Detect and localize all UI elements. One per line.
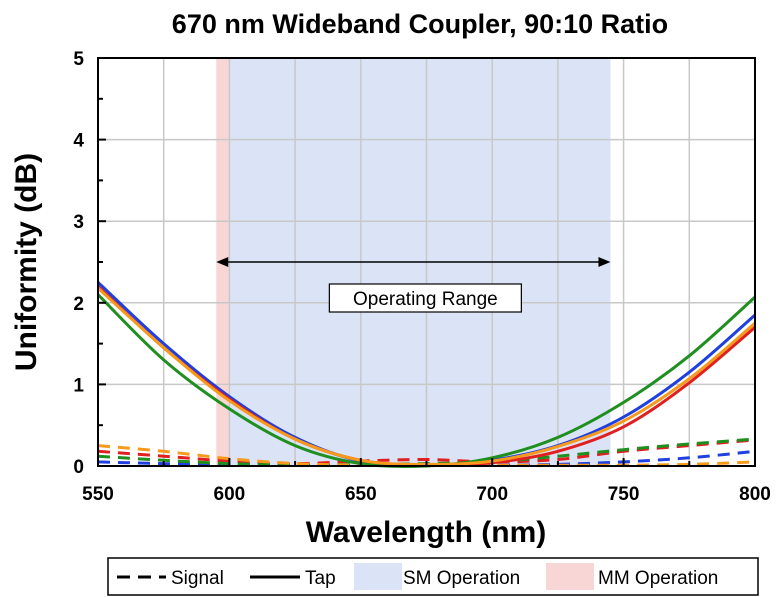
x-tick-label: 650 (345, 484, 377, 505)
operating-range-box (328, 283, 522, 313)
legend-mm-swatch (546, 563, 594, 590)
chart-title: 670 nm Wideband Coupler, 90:10 Ratio (172, 9, 668, 39)
legend-sm-label: SM Operation (403, 568, 520, 589)
arrowhead-right (598, 257, 611, 267)
legend-tap-label: Tap (305, 568, 336, 589)
y-tick-label: 2 (73, 294, 84, 315)
legend-signal-label: Signal (171, 568, 224, 589)
y-tick-label: 4 (73, 131, 84, 152)
x-axis-ticks: 550 600 650 700 750 800 (82, 458, 771, 505)
x-axis-title: Wavelength (nm) (306, 516, 547, 549)
x-tick-label: 600 (214, 484, 246, 505)
y-tick-label: 3 (73, 212, 84, 233)
legend-mm-label: MM Operation (598, 568, 718, 589)
annotations: Operating Range (216, 257, 611, 313)
x-tick-label: 700 (476, 484, 508, 505)
arrowhead-left (216, 257, 229, 267)
x-tick-label: 550 (82, 484, 114, 505)
y-axis-title: Uniformity (dB) (10, 153, 43, 371)
x-tick-label: 750 (608, 484, 640, 505)
x-tick-label: 800 (739, 484, 771, 505)
series-red-signal (97, 438, 756, 466)
operating-range-label: Operating Range (353, 289, 498, 310)
legend: Signal Tap SM Operation MM Operation (107, 557, 759, 596)
legend-frame (107, 557, 759, 596)
y-tick-label: 5 (73, 49, 84, 70)
y-tick-label: 0 (73, 457, 84, 478)
y-tick-label: 1 (73, 375, 84, 396)
legend-sm-swatch (354, 563, 402, 590)
y-axis-ticks: 0 1 2 3 4 5 (73, 49, 106, 478)
